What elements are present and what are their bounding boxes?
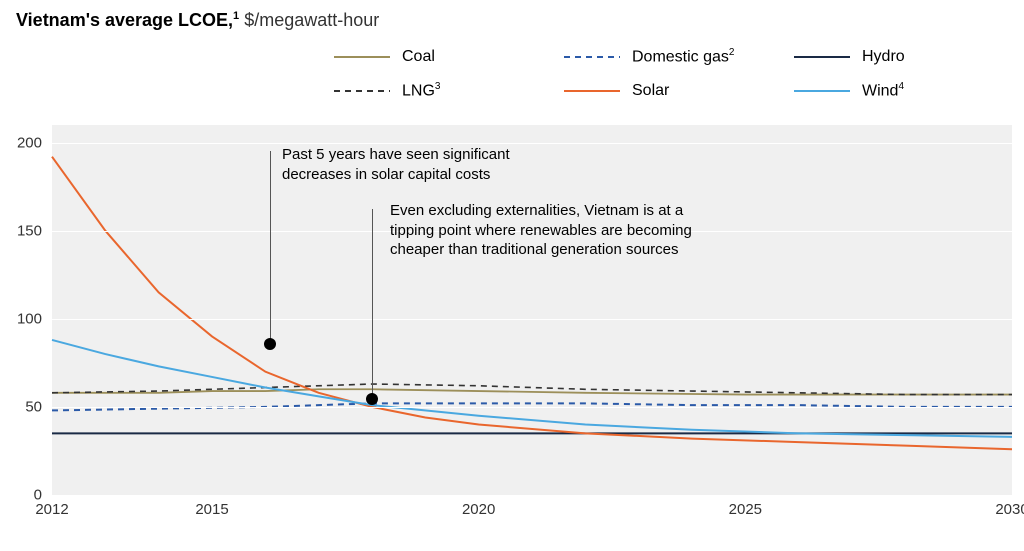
annotation-dot: [264, 338, 276, 350]
annotation-text: Even excluding externalities, Vietnam is…: [390, 201, 810, 260]
y-tick-label: 150: [2, 222, 42, 239]
x-tick-label: 2020: [462, 501, 495, 518]
x-tick-label: 2030: [995, 501, 1024, 518]
x-tick-label: 2025: [729, 501, 762, 518]
y-tick-label: 50: [2, 398, 42, 415]
legend-item-solar: Solar: [564, 78, 784, 104]
legend-item-hydro: Hydro: [794, 44, 1014, 70]
legend-label: Wind4: [862, 81, 904, 100]
chart-legend: Coal Domestic gas2 Hydro LNG3 Solar Wind4: [334, 44, 1014, 104]
series-line-wind: [52, 340, 1012, 437]
legend-item-domestic-gas: Domestic gas2: [564, 44, 784, 70]
x-tick-label: 2012: [35, 501, 68, 518]
y-gridline: [52, 319, 1012, 320]
legend-label: LNG3: [402, 81, 440, 100]
legend-label: Domestic gas2: [632, 47, 734, 66]
legend-swatch-icon: [794, 82, 850, 100]
y-tick-label: 100: [2, 310, 42, 327]
legend-swatch-icon: [564, 82, 620, 100]
y-gridline: [52, 143, 1012, 144]
chart-plot-area: 05010015020020122015202020252030Past 5 y…: [52, 125, 1012, 495]
chart-title: Vietnam's average LCOE,1 $/megawatt-hour: [16, 10, 379, 31]
legend-label: Hydro: [862, 48, 905, 66]
legend-item-wind: Wind4: [794, 78, 1014, 104]
annotation-text: Past 5 years have seen significant decre…: [282, 145, 582, 184]
title-unit: $/megawatt-hour: [244, 10, 379, 30]
legend-swatch-icon: [794, 48, 850, 66]
legend-item-coal: Coal: [334, 44, 554, 70]
y-gridline: [52, 407, 1012, 408]
x-tick-label: 2015: [195, 501, 228, 518]
legend-swatch-icon: [564, 48, 620, 66]
legend-swatch-icon: [334, 82, 390, 100]
annotation-leader-line: [372, 209, 373, 399]
legend-label: Solar: [632, 82, 669, 100]
y-tick-label: 200: [2, 134, 42, 151]
legend-item-lng: LNG3: [334, 78, 554, 104]
legend-label: Coal: [402, 48, 435, 66]
legend-swatch-icon: [334, 48, 390, 66]
series-line-lng: [52, 384, 1012, 395]
title-bold: Vietnam's average LCOE,: [16, 10, 233, 30]
annotation-leader-line: [270, 151, 271, 344]
annotation-dot: [366, 393, 378, 405]
title-footnote: 1: [233, 10, 239, 22]
